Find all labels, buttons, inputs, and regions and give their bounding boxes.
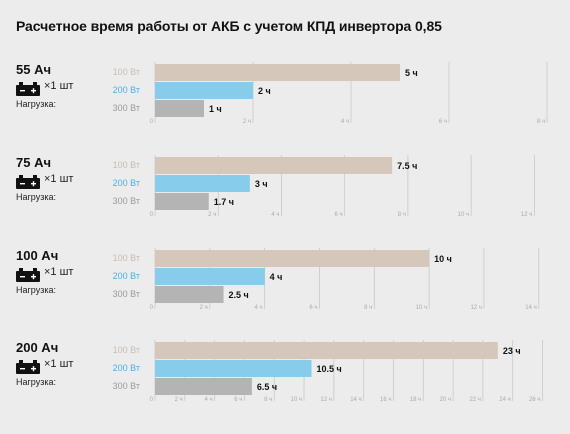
bar-0 (155, 64, 400, 81)
load-category-label: 200 Вт (112, 271, 140, 281)
tick-label: 24 ч (499, 397, 510, 403)
load-label: Нагрузка: (16, 192, 56, 202)
tick-label: 2 ч (208, 212, 216, 218)
tick-label: 6 ч (439, 119, 447, 125)
load-label: Нагрузка: (16, 99, 56, 109)
load-category-label: 100 Вт (112, 67, 140, 77)
load-category-label: 300 Вт (112, 103, 140, 113)
tick-label: 10 ч (291, 397, 302, 403)
tick-label: 26 ч (529, 397, 540, 403)
bar-value-label: 1.7 ч (214, 197, 234, 207)
runtime-bar-chart: 0 2 ч 4 ч 6 ч 8 ч 10 ч 12 ч 7.5 ч 3 ч 1.7 ч (150, 155, 535, 218)
tick-label: 12 ч (320, 397, 331, 403)
battery-icon (16, 268, 40, 282)
bar-value-label: 7.5 ч (397, 161, 417, 171)
load-category-label: 200 Вт (112, 178, 140, 188)
tick-label: 6 ч (309, 305, 317, 311)
tick-label: 4 ч (204, 397, 212, 403)
bar-0 (155, 250, 430, 267)
load-category-label: 100 Вт (112, 345, 140, 355)
bar-2 (155, 193, 209, 210)
tick-label: 0 (150, 305, 154, 311)
bar-value-label: 5 ч (405, 68, 418, 78)
tick-label: 0 (150, 397, 154, 403)
bar-0 (155, 342, 498, 359)
bar-value-label: 4 ч (270, 272, 283, 282)
tick-label: 18 ч (410, 397, 421, 403)
load-category-label: 300 Вт (112, 289, 140, 299)
load-label: Нагрузка: (16, 285, 56, 295)
bar-value-label: 2 ч (258, 86, 271, 96)
battery-block-0: 55 Ач ×1 шт Нагрузка: 100 Вт 200 Вт 300 Вт 0 2 … (0, 62, 570, 142)
bar-value-label: 10.5 ч (317, 364, 342, 374)
load-category-label: 200 Вт (112, 363, 140, 373)
battery-capacity: 200 Ач (16, 340, 59, 355)
battery-block-1: 75 Ач ×1 шт Нагрузка: 100 Вт 200 Вт 300 Вт 0 2 … (0, 155, 570, 235)
runtime-bar-chart: 0 2 ч 4 ч 6 ч 8 ч 10 ч 12 ч 14 ч 16 ч 18 ч 20 ч 22 … (150, 340, 543, 403)
battery-icon (16, 360, 40, 374)
tick-label: 4 ч (255, 305, 263, 311)
bar-2 (155, 378, 252, 395)
battery-quantity: ×1 шт (44, 80, 74, 92)
bar-value-label: 1 ч (209, 104, 222, 114)
bar-value-label: 10 ч (434, 254, 452, 264)
load-category-label: 300 Вт (112, 196, 140, 206)
battery-capacity: 100 Ач (16, 248, 59, 263)
tick-label: 0 (150, 119, 154, 125)
load-category-label: 300 Вт (112, 381, 140, 391)
tick-label: 6 ч (234, 397, 242, 403)
load-category-label: 100 Вт (112, 160, 140, 170)
bar-value-label: 23 ч (503, 346, 521, 356)
load-label: Нагрузка: (16, 377, 56, 387)
battery-quantity: ×1 шт (44, 266, 74, 278)
tick-label: 8 ч (364, 305, 372, 311)
battery-quantity: ×1 шт (44, 173, 74, 185)
tick-label: 20 ч (440, 397, 451, 403)
tick-label: 2 ч (200, 305, 208, 311)
bar-value-label: 2.5 ч (229, 290, 249, 300)
bar-0 (155, 157, 393, 174)
page-title: Расчетное время работы от АКБ с учетом К… (16, 18, 442, 34)
tick-label: 14 ч (525, 305, 536, 311)
bar-2 (155, 286, 224, 303)
tick-label: 8 ч (537, 119, 545, 125)
battery-capacity: 55 Ач (16, 62, 52, 77)
tick-label: 14 ч (350, 397, 361, 403)
battery-block-3: 200 Ач ×1 шт Нагрузка: 100 Вт 200 Вт 300 Вт 0 2… (0, 340, 570, 420)
tick-label: 12 ч (470, 305, 481, 311)
tick-label: 8 ч (398, 212, 406, 218)
battery-quantity: ×1 шт (44, 358, 74, 370)
runtime-bar-chart: 0 2 ч 4 ч 6 ч 8 ч 5 ч 2 ч 1 ч (150, 62, 548, 125)
battery-block-2: 100 Ач ×1 шт Нагрузка: 100 Вт 200 Вт 300 Вт 0 2… (0, 248, 570, 328)
bar-1 (155, 82, 253, 99)
bar-2 (155, 100, 204, 117)
battery-capacity: 75 Ач (16, 155, 52, 170)
runtime-bar-chart: 0 2 ч 4 ч 6 ч 8 ч 10 ч 12 ч 14 ч 10 ч 4 ч 2.5 ч (150, 248, 540, 311)
battery-icon (16, 175, 40, 189)
tick-label: 10 ч (458, 212, 469, 218)
tick-label: 10 ч (416, 305, 427, 311)
load-category-label: 200 Вт (112, 85, 140, 95)
tick-label: 2 ч (175, 397, 183, 403)
bar-1 (155, 175, 250, 192)
tick-label: 22 ч (469, 397, 480, 403)
tick-label: 2 ч (243, 119, 251, 125)
load-category-label: 100 Вт (112, 253, 140, 263)
bar-value-label: 3 ч (255, 179, 268, 189)
tick-label: 6 ч (335, 212, 343, 218)
bar-value-label: 6.5 ч (257, 382, 277, 392)
tick-label: 12 ч (521, 212, 532, 218)
tick-label: 4 ч (341, 119, 349, 125)
bar-1 (155, 360, 312, 377)
tick-label: 16 ч (380, 397, 391, 403)
tick-label: 8 ч (264, 397, 272, 403)
battery-icon (16, 82, 40, 96)
tick-label: 0 (150, 212, 154, 218)
tick-label: 4 ч (271, 212, 279, 218)
bar-1 (155, 268, 265, 285)
